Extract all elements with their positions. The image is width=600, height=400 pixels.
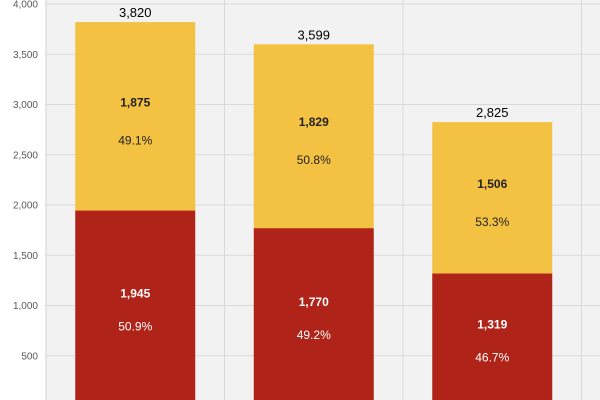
y-axis-ticks: 500 1,000 1,500 2,000 2,500 3,000 3,500 4,000 xyxy=(13,0,38,362)
bar-segment-top xyxy=(432,122,553,274)
data-label-percent: 49.1% xyxy=(118,133,152,147)
data-label-value: 1,506 xyxy=(477,177,507,191)
y-tick-label: 1,500 xyxy=(13,251,38,262)
data-label-percent: 50.8% xyxy=(297,153,331,167)
y-tick-label: 3,000 xyxy=(13,100,38,111)
total-label: 3,820 xyxy=(119,5,152,20)
data-label-percent: 50.9% xyxy=(118,319,152,333)
bars xyxy=(75,22,553,400)
bar-segment-top xyxy=(75,22,196,211)
data-label-percent: 46.7% xyxy=(475,351,509,365)
data-label-value: 1,875 xyxy=(120,95,150,109)
bar-segment-bottom xyxy=(253,228,374,400)
data-label-value: 1,829 xyxy=(299,115,329,129)
total-label: 2,825 xyxy=(476,105,509,120)
y-tick-label: 2,500 xyxy=(13,150,38,161)
y-tick-label: 3,500 xyxy=(13,50,38,61)
y-tick-label: 2,000 xyxy=(13,201,38,212)
data-labels: 3,820 1,875 49.1% 1,945 50.9% 3,599 1,829 50.8%… xyxy=(118,5,509,365)
bar-segment-bottom xyxy=(75,210,196,400)
bar-segment-bottom xyxy=(432,273,553,400)
total-label: 3,599 xyxy=(297,27,330,42)
data-label-value: 1,770 xyxy=(299,295,329,309)
y-tick-label: 500 xyxy=(21,351,38,362)
data-label-value: 1,319 xyxy=(477,318,507,332)
data-label-value: 1,945 xyxy=(120,286,150,300)
y-tick-label: 1,000 xyxy=(13,301,38,312)
data-label-percent: 49.2% xyxy=(297,328,331,342)
data-label-percent: 53.3% xyxy=(475,215,509,229)
bar-segment-top xyxy=(253,44,374,229)
y-tick-label: 4,000 xyxy=(13,0,38,11)
